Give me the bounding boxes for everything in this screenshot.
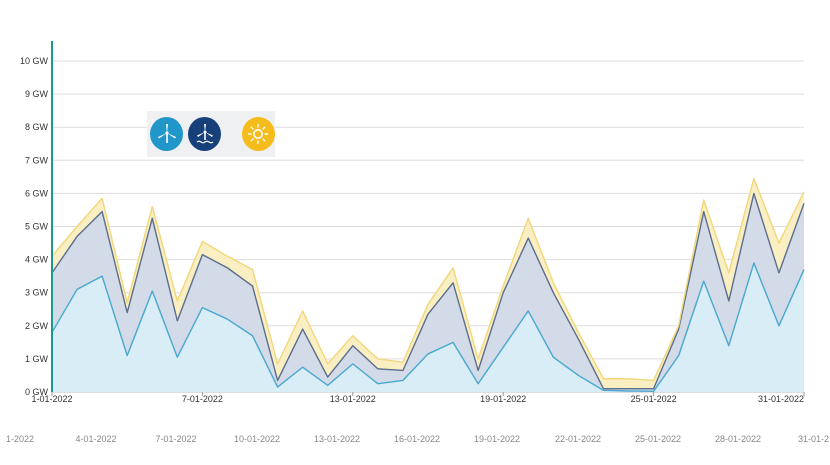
y-tick-label: 8 GW [25, 122, 49, 132]
y-tick-label: 1 GW [25, 354, 49, 364]
y-tick-label: 9 GW [25, 89, 49, 99]
navigator-label[interactable]: 10-01-2022 [234, 434, 280, 444]
y-tick-label: 7 GW [25, 155, 49, 165]
sun-icon[interactable] [241, 117, 275, 151]
navigator-label[interactable]: 4-01-2022 [75, 434, 116, 444]
wind-turbine-icon[interactable] [150, 117, 184, 151]
offshore-wind-line[interactable] [51, 192, 805, 390]
series-lines [51, 177, 805, 393]
navigator-label[interactable]: 1-2022 [6, 434, 34, 444]
y-tick-label: 4 GW [25, 255, 49, 265]
legend [147, 111, 275, 157]
sun-line[interactable] [51, 177, 805, 382]
wind-turbine-area[interactable] [52, 262, 804, 392]
y-tick-label: 6 GW [25, 188, 49, 198]
offshore-wind-area[interactable] [52, 193, 804, 392]
x-tick-label: 7-01-2022 [182, 394, 223, 404]
y-tick-label: 3 GW [25, 288, 49, 298]
y-tick-label: 2 GW [25, 321, 49, 331]
navigator-label[interactable]: 16-01-2022 [394, 434, 440, 444]
wind-turbine-line[interactable] [51, 262, 805, 393]
stacked-areas [52, 178, 804, 392]
x-tick-label: 31-01-2022 [758, 394, 804, 404]
navigator-label[interactable]: 13-01-2022 [314, 434, 360, 444]
navigator-label[interactable]: 31-01-2 [798, 434, 829, 444]
x-tick-label: 1-01-2022 [31, 394, 72, 404]
navigator-label[interactable]: 28-01-2022 [715, 434, 761, 444]
offshore-wind-icon[interactable] [188, 117, 222, 151]
x-tick-label: 13-01-2022 [330, 394, 376, 404]
y-tick-label: 0 GW [25, 387, 49, 397]
navigator-label[interactable]: 22-01-2022 [555, 434, 601, 444]
x-tick-label: 19-01-2022 [480, 394, 526, 404]
y-tick-labels: 0 GW 1 GW 2 GW 3 GW 4 GW 5 GW 6 GW 7 GW 8 GW 9 GW… [20, 56, 49, 397]
x-tick-label: 25-01-2022 [631, 394, 677, 404]
y-tick-label: 10 GW [20, 56, 49, 66]
navigator-labels[interactable]: 1-2022 4-01-2022 7-01-2022 10-01-2022 13-01-… [6, 434, 829, 444]
navigator-label[interactable]: 19-01-2022 [474, 434, 520, 444]
navigator-label[interactable]: 25-01-2022 [635, 434, 681, 444]
x-tick-labels: 1-01-2022 7-01-2022 13-01-2022 19-01-2022 25… [31, 392, 805, 404]
y-tick-label: 5 GW [25, 222, 49, 232]
navigator-label[interactable]: 7-01-2022 [155, 434, 196, 444]
